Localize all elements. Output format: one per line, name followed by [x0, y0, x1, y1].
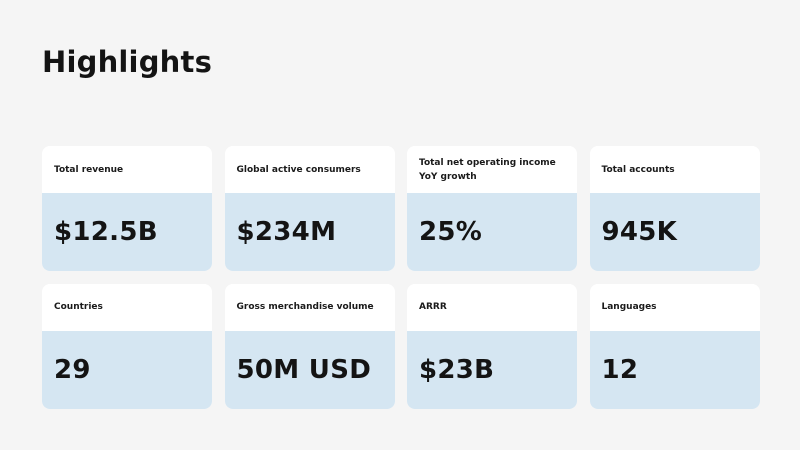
card-label: Gross merchandise volume — [224, 283, 395, 331]
card-gross-merchandise-volume: Gross merchandise volume 50M USD — [224, 283, 395, 409]
card-total-revenue: Total revenue $12.5B — [42, 146, 212, 271]
card-value: $234M — [224, 193, 395, 271]
card-value: $23B — [407, 330, 577, 409]
card-value: 12 — [589, 330, 760, 409]
card-countries: Countries 29 — [42, 283, 212, 409]
card-total-accounts: Total accounts 945K — [589, 146, 760, 271]
card-label: Languages — [589, 283, 760, 331]
card-label: Countries — [42, 283, 212, 331]
card-value: 50M USD — [224, 330, 395, 409]
card-label: ARRR — [407, 283, 577, 331]
highlights-grid: Total revenue $12.5B Global active consu… — [42, 146, 760, 409]
card-value: 29 — [42, 330, 212, 409]
card-value: 945K — [589, 193, 760, 271]
card-global-active-consumers: Global active consumers $234M — [224, 146, 395, 271]
card-label: Total net operating income YoY growth — [407, 146, 577, 193]
page-title: Highlights — [42, 45, 213, 79]
card-label: Total accounts — [589, 146, 760, 193]
card-value: 25% — [407, 193, 577, 271]
card-net-operating-income-growth: Total net operating income YoY growth 25… — [407, 146, 577, 271]
card-value: $12.5B — [42, 193, 212, 271]
card-label: Global active consumers — [224, 146, 395, 193]
card-languages: Languages 12 — [589, 283, 760, 409]
card-label: Total revenue — [42, 146, 212, 193]
card-arrr: ARRR $23B — [407, 283, 577, 409]
